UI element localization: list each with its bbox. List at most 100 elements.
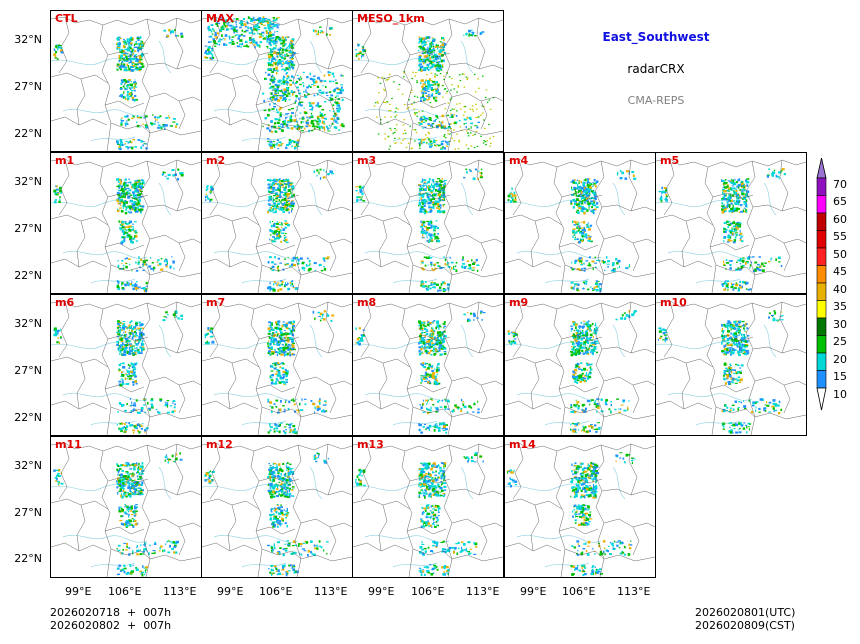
radar-echo [590, 200, 594, 202]
radar-echo [422, 196, 424, 199]
radar-echo [127, 191, 129, 195]
map-panel-m1[interactable]: m1 [50, 152, 202, 294]
radar-echo [60, 191, 62, 194]
radar-echo [432, 286, 434, 289]
radar-echo [57, 48, 59, 51]
radar-echo [137, 49, 140, 52]
radar-echo [326, 95, 329, 97]
radar-echo [127, 65, 130, 68]
map-panel-ctl[interactable]: CTL [50, 10, 202, 152]
radar-echo [130, 93, 133, 96]
radar-echo [283, 57, 286, 60]
radar-echo [479, 172, 481, 174]
radar-echo [387, 135, 390, 137]
radar-echo [458, 139, 460, 141]
radar-echo [272, 144, 275, 147]
radar-echo [385, 101, 388, 103]
radar-echo [276, 42, 278, 44]
radar-echo [235, 24, 238, 26]
radar-echo [627, 267, 629, 269]
radar-echo [432, 264, 435, 266]
radar-echo [122, 40, 124, 43]
radar-echo [313, 262, 317, 265]
radar-echo [287, 120, 289, 122]
radar-echo [444, 88, 447, 90]
radar-echo [131, 96, 135, 99]
radar-echo [584, 201, 586, 204]
radar-echo [273, 232, 277, 234]
radar-echo [208, 41, 211, 43]
map-panel-m2[interactable]: m2 [201, 152, 353, 294]
map-panel-m3[interactable]: m3 [352, 152, 504, 294]
map-panel-m6[interactable]: m6 [50, 294, 202, 436]
radar-echo [420, 39, 423, 43]
radar-echo [169, 30, 172, 34]
radar-echo [268, 189, 270, 192]
radar-echo [132, 223, 134, 225]
radar-echo [123, 42, 125, 45]
radar-echo [423, 211, 426, 215]
radar-echo [290, 46, 292, 48]
map-panel-m7[interactable]: m7 [201, 294, 353, 436]
radar-echo [427, 227, 429, 230]
radar-echo [461, 73, 464, 75]
map-panel-m5[interactable]: m5 [655, 152, 807, 294]
radar-echo [442, 195, 445, 197]
radar-echo [126, 229, 128, 232]
radar-echo [122, 362, 125, 365]
radar-echo [330, 94, 334, 97]
radar-echo [165, 124, 168, 126]
radar-echo [272, 288, 276, 292]
radar-echo [117, 144, 120, 145]
radar-echo [389, 145, 391, 147]
radar-echo [266, 38, 270, 41]
radar-echo [421, 110, 424, 112]
radar-echo [235, 26, 238, 28]
radar-echo [436, 185, 438, 188]
radar-echo [429, 50, 432, 52]
radar-echo [433, 120, 436, 122]
radar-echo [743, 201, 746, 203]
radar-echo [129, 87, 132, 91]
map-panel-max[interactable]: MAX [201, 10, 353, 152]
radar-echo [585, 282, 588, 285]
map-panel-m4[interactable]: m4 [504, 152, 656, 294]
radar-echo [135, 197, 137, 199]
river-line [241, 136, 287, 142]
radar-echo [737, 222, 740, 224]
radar-echo [129, 54, 132, 57]
radar-echo [268, 350, 272, 353]
river-line [544, 278, 590, 284]
radar-echo [137, 350, 141, 354]
radar-echo [263, 99, 266, 103]
radar-echo [215, 36, 218, 39]
radar-echo [583, 185, 586, 188]
radar-echo [580, 206, 583, 209]
radar-echo [437, 188, 441, 191]
radar-echo [444, 198, 446, 201]
radar-echo [120, 95, 122, 98]
radar-echo [453, 114, 455, 116]
radar-echo [432, 186, 436, 188]
radar-echo [165, 117, 169, 119]
radar-echo [314, 269, 317, 272]
radar-echo [470, 145, 473, 147]
radar-echo [583, 226, 585, 229]
radar-echo [421, 85, 424, 88]
radar-echo [445, 288, 447, 291]
radar-echo [130, 410, 133, 412]
radar-echo [276, 192, 278, 194]
radar-echo [265, 35, 267, 38]
radar-echo [291, 263, 293, 266]
map-panel-meso-1km[interactable]: MESO_1km [352, 10, 504, 152]
radar-echo [124, 262, 127, 265]
radar-echo [140, 192, 143, 195]
radar-echo [439, 195, 443, 197]
radar-echo [175, 125, 177, 128]
radar-echo [123, 63, 126, 66]
radar-echo [432, 283, 436, 286]
radar-echo [138, 338, 141, 340]
radar-echo [511, 196, 514, 200]
radar-echo [118, 220, 120, 223]
radar-echo [423, 181, 426, 184]
